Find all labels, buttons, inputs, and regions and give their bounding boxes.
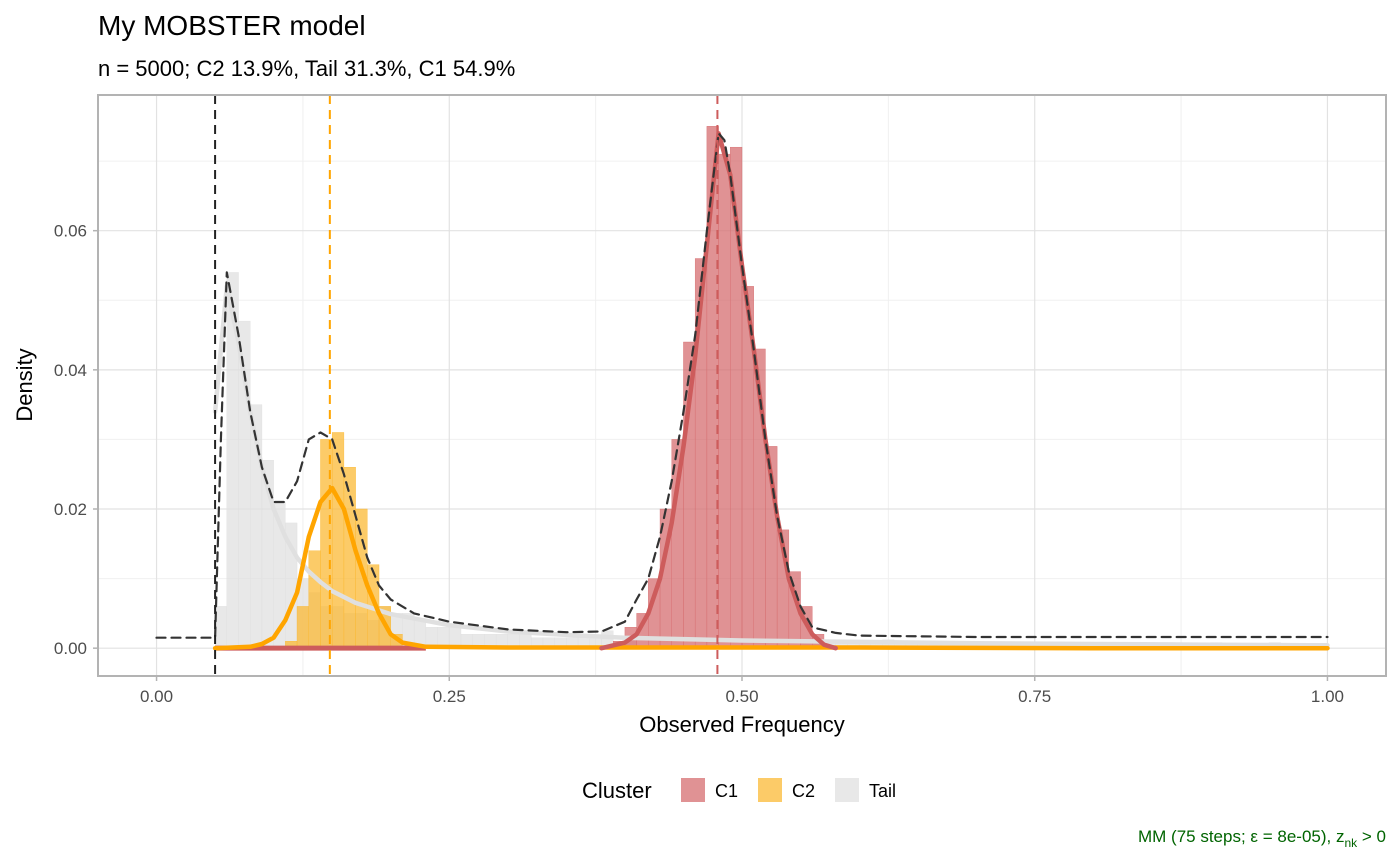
legend-label-c1: C1 bbox=[715, 781, 738, 801]
legend-title: Cluster bbox=[582, 778, 652, 803]
density-curve-c1 bbox=[599, 131, 838, 651]
histogram-bar-c2 bbox=[296, 606, 309, 649]
y-tick-label: 0.00 bbox=[54, 639, 87, 658]
caption-subscript: nk bbox=[1344, 836, 1358, 850]
cluster-mean-lines bbox=[214, 95, 719, 676]
density-curve-mixture bbox=[155, 132, 1329, 639]
x-tick-label: 0.00 bbox=[140, 687, 173, 706]
y-tick-label: 0.06 bbox=[54, 222, 87, 241]
histogram-bar-c1 bbox=[718, 153, 731, 649]
x-tick-label: 1.00 bbox=[1311, 687, 1344, 706]
x-axis-label: Observed Frequency bbox=[639, 712, 844, 737]
caption-suffix: > 0 bbox=[1357, 827, 1386, 846]
legend-key-c2 bbox=[758, 778, 782, 802]
histogram-bar-c2 bbox=[331, 432, 345, 649]
histogram-bar-c2 bbox=[343, 467, 356, 649]
caption-prefix: MM (75 steps; ε = 8e-05), z bbox=[1138, 827, 1344, 846]
y-axis-ticks: 0.00 0.02 0.04 0.06 bbox=[54, 222, 98, 658]
density-curve-c2 bbox=[212, 485, 1330, 651]
x-tick-label: 0.50 bbox=[725, 687, 758, 706]
x-tick-label: 0.25 bbox=[433, 687, 466, 706]
legend-key-c1 bbox=[681, 778, 705, 802]
y-tick-label: 0.02 bbox=[54, 500, 87, 519]
legend-label-tail: Tail bbox=[869, 781, 896, 801]
legend-label-c2: C2 bbox=[792, 781, 815, 801]
legend: Cluster C1 C2 Tail bbox=[582, 778, 896, 803]
y-axis-label: Density bbox=[12, 348, 37, 421]
legend-key-tail bbox=[835, 778, 859, 802]
chart-caption: MM (75 steps; ε = 8e-05), znk > 0 bbox=[1138, 827, 1386, 850]
y-tick-label: 0.04 bbox=[54, 361, 87, 380]
density-curves bbox=[155, 131, 1330, 651]
histogram-bar-c2 bbox=[308, 550, 321, 649]
x-axis-ticks: 0.00 0.25 0.50 0.75 1.00 bbox=[140, 676, 1344, 706]
x-tick-label: 0.75 bbox=[1018, 687, 1051, 706]
chart-subtitle: n = 5000; C2 13.9%, Tail 31.3%, C1 54.9% bbox=[98, 56, 515, 81]
chart-title: My MOBSTER model bbox=[98, 10, 366, 41]
